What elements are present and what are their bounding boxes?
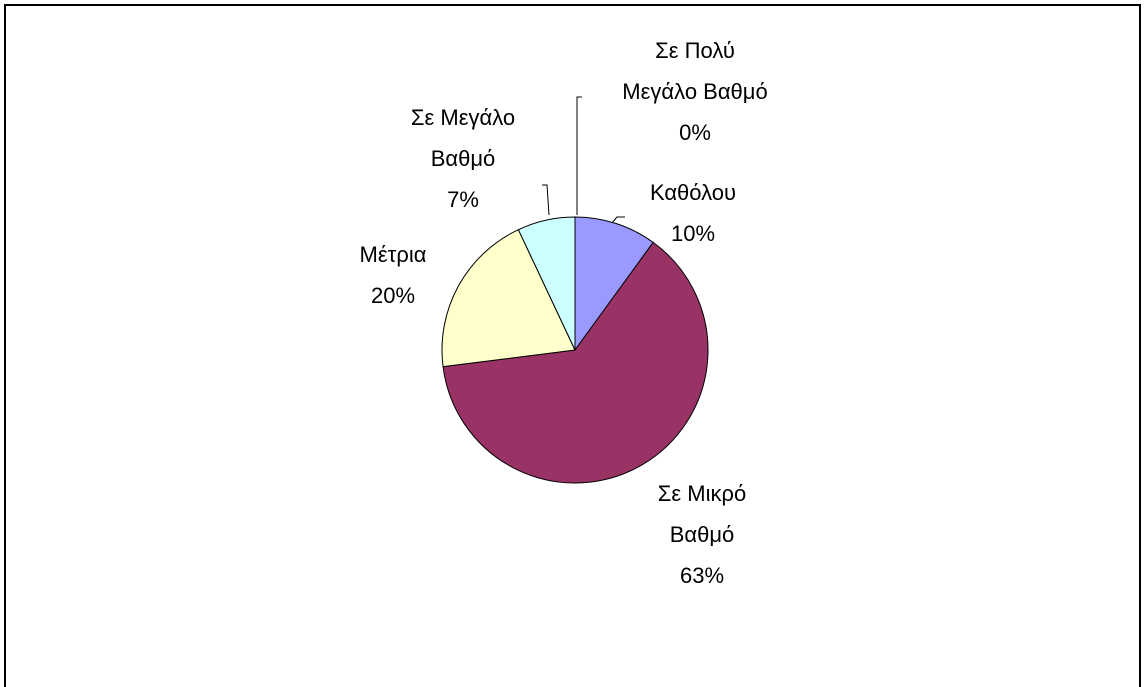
- label-line: Σε Πολύ: [655, 38, 735, 63]
- label-line: Μεγάλο Βαθμό: [622, 79, 768, 104]
- category-label: Σε Πολύ Μεγάλο Βαθμό: [575, 30, 815, 112]
- leader-line: [576, 96, 582, 215]
- label-line: Μέτρια: [359, 242, 427, 267]
- label-line: Σε Μικρό: [657, 481, 747, 506]
- category-label: Σε Μικρό Βαθμό: [582, 473, 822, 555]
- label-line: Βαθμό: [669, 522, 735, 547]
- data-label: Καθόλου 10%: [573, 172, 813, 254]
- label-line: Σε Μεγάλο: [410, 105, 516, 130]
- pie-slice: [441, 228, 576, 368]
- label-line: Καθόλου: [649, 180, 737, 205]
- pie-slice: [574, 216, 654, 352]
- data-label: Σε Μεγάλο Βαθμό 7%: [343, 97, 583, 220]
- value-label: 20%: [370, 283, 416, 308]
- leader-line: [542, 184, 550, 216]
- category-label: Σε Μεγάλο Βαθμό: [343, 97, 583, 179]
- leader-lines: [542, 96, 625, 224]
- data-label: Μέτρια 20%: [273, 234, 513, 316]
- chart-frame: [4, 4, 1141, 687]
- category-label: Καθόλου: [573, 172, 813, 213]
- value-label: 7%: [447, 187, 479, 212]
- pie-slice: [442, 241, 709, 484]
- value-label: 10%: [670, 221, 716, 246]
- value-label: 0%: [679, 120, 711, 145]
- leader-line: [611, 216, 625, 224]
- data-label: Σε Μικρό Βαθμό 63%: [582, 473, 822, 596]
- label-line: Βαθμό: [430, 146, 496, 171]
- category-label: Μέτρια: [273, 234, 513, 275]
- data-label: Σε Πολύ Μεγάλο Βαθμό 0%: [575, 30, 815, 153]
- value-label: 63%: [679, 563, 725, 588]
